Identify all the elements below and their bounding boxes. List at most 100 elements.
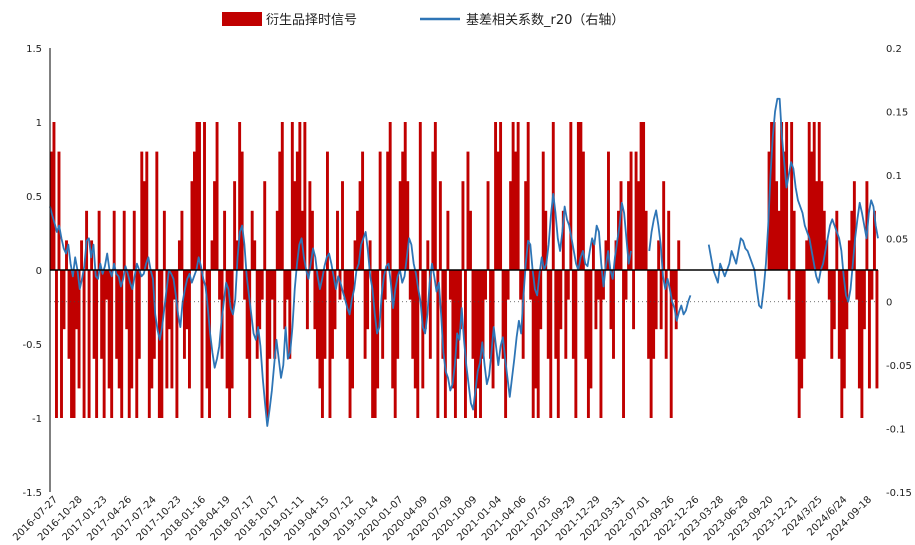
signal-bar xyxy=(185,270,189,330)
signal-bar xyxy=(539,270,543,330)
signal-bar xyxy=(534,270,538,389)
signal-bar xyxy=(288,270,292,359)
signal-bar xyxy=(659,270,663,330)
signal-bar xyxy=(775,181,779,270)
signal-bar xyxy=(112,210,116,270)
signal-bar xyxy=(401,151,405,270)
signal-bar xyxy=(353,240,357,270)
signal-bar xyxy=(333,270,337,330)
signal-bar xyxy=(198,122,201,270)
signal-bar xyxy=(835,210,839,270)
signal-bar xyxy=(800,270,804,389)
signal-bar xyxy=(57,151,61,270)
signal-bar xyxy=(536,270,540,418)
signal-bar xyxy=(852,181,856,270)
signal-bar xyxy=(323,270,327,359)
signal-bar xyxy=(594,270,598,330)
signal-bar xyxy=(180,210,184,270)
signal-bar xyxy=(469,210,472,270)
signal-bar xyxy=(812,122,816,270)
signal-bar xyxy=(837,270,841,359)
signal-bar xyxy=(193,151,196,270)
signal-bar xyxy=(862,270,866,330)
signal-bar xyxy=(336,210,339,270)
signal-bar xyxy=(120,270,124,418)
signal-bar xyxy=(55,270,58,418)
signal-bar xyxy=(569,122,573,270)
signal-bar xyxy=(107,270,111,389)
signal-bar xyxy=(250,210,254,270)
signal-bar xyxy=(596,270,600,300)
signal-bar xyxy=(489,270,492,359)
left-tick-label: -1 xyxy=(32,414,42,425)
signal-bar xyxy=(644,210,648,270)
signal-bar xyxy=(867,270,871,389)
signal-bar xyxy=(807,122,811,270)
signal-bar xyxy=(240,151,244,270)
signal-bar xyxy=(827,270,831,300)
signal-bar xyxy=(855,270,859,300)
signal-bar xyxy=(135,270,139,418)
signal-bar xyxy=(484,270,487,300)
corr-series-line xyxy=(49,97,879,427)
signal-bar xyxy=(857,270,861,389)
signal-bar xyxy=(215,122,219,270)
right-tick-label: 0.15 xyxy=(886,107,908,118)
right-tick-label: 0.1 xyxy=(886,171,902,182)
signal-bar xyxy=(870,270,874,300)
signal-bar xyxy=(817,122,821,270)
signal-bar xyxy=(356,210,360,270)
signal-bar xyxy=(446,210,450,270)
signal-bar xyxy=(373,270,377,418)
signal-bar xyxy=(453,270,457,418)
signal-bar xyxy=(273,270,277,359)
signal-bar xyxy=(436,270,440,418)
signal-bar xyxy=(581,151,585,270)
signal-bar xyxy=(514,151,518,270)
signal-bar xyxy=(815,181,819,270)
signal-bar xyxy=(305,270,309,330)
signal-bar xyxy=(822,210,826,270)
x-axis-ticks: 2016-07-272016-10-282017-01-232017-04-26… xyxy=(11,494,874,543)
signal-bar xyxy=(366,270,370,330)
signal-bar xyxy=(295,151,299,270)
signal-bar xyxy=(248,270,252,418)
signal-bar xyxy=(637,181,641,270)
signal-bar xyxy=(105,270,109,300)
signal-bar xyxy=(418,122,422,270)
signal-bar xyxy=(65,240,68,270)
signal-bar xyxy=(496,151,500,270)
corr-line xyxy=(49,97,879,427)
signal-bar xyxy=(451,270,455,389)
signal-bar xyxy=(441,270,445,359)
signal-bar xyxy=(228,270,232,418)
signal-bar xyxy=(506,270,510,300)
signal-bar xyxy=(293,181,297,270)
signal-bar xyxy=(233,181,237,270)
signal-bar xyxy=(785,122,789,270)
signal-bar xyxy=(426,240,430,270)
signal-bar xyxy=(127,270,131,418)
signal-bar xyxy=(541,151,545,270)
signal-bar xyxy=(820,181,824,270)
signal-bar xyxy=(622,270,625,418)
signal-bar xyxy=(140,151,144,270)
signal-bar xyxy=(142,181,146,270)
signal-bar xyxy=(549,270,553,418)
right-tick-label: 0.05 xyxy=(886,234,908,245)
signal-bar xyxy=(850,210,854,270)
signal-bar xyxy=(662,181,666,270)
signal-bar xyxy=(175,270,179,418)
signal-bar xyxy=(672,270,676,300)
signal-bar xyxy=(182,270,186,359)
signal-bar xyxy=(448,270,452,300)
signal-bar xyxy=(647,270,651,359)
signal-bar xyxy=(571,270,575,359)
signal-bar xyxy=(840,270,844,418)
signal-bar xyxy=(260,270,264,300)
signal-bar xyxy=(584,270,588,359)
legend-swatch-signal xyxy=(222,12,262,26)
signal-bar xyxy=(504,270,508,418)
signal-bar xyxy=(772,122,776,270)
signal-bar xyxy=(122,210,126,270)
